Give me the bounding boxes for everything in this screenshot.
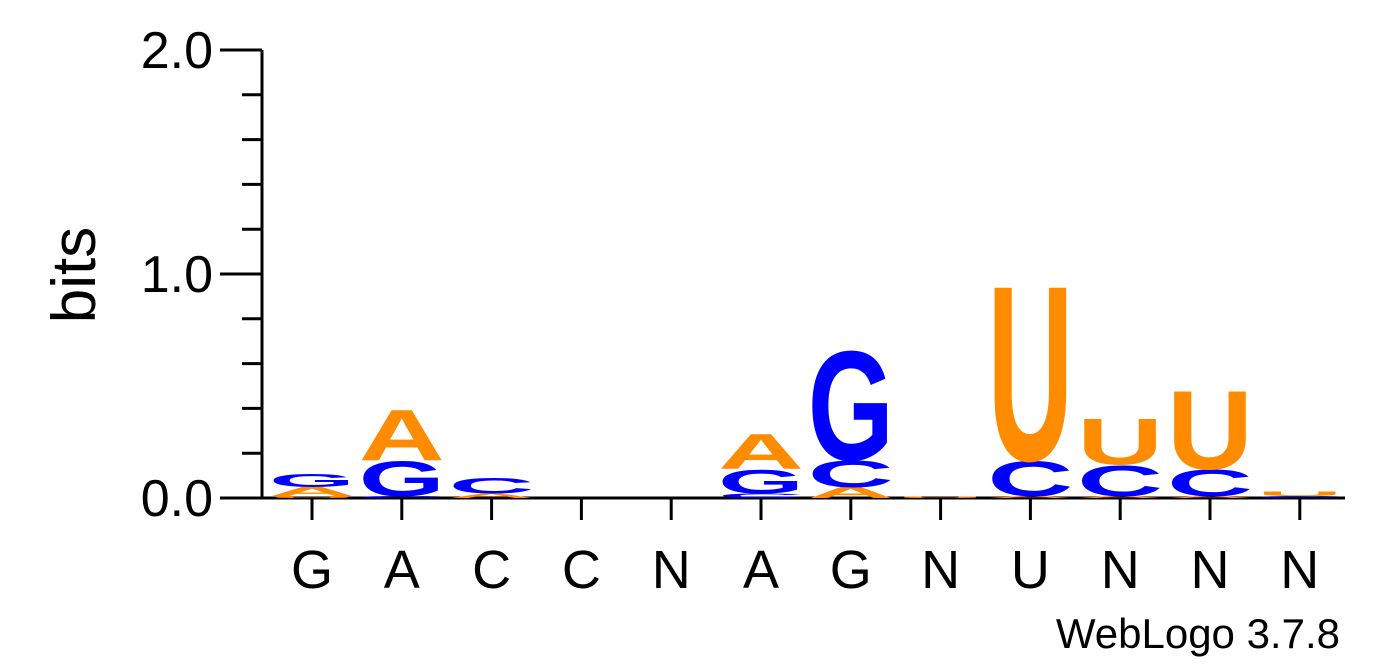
logo-letter: G	[359, 451, 445, 507]
x-tick-label: U	[1011, 540, 1050, 600]
logo-letter: A	[449, 493, 544, 500]
x-tick-label: A	[384, 540, 420, 600]
logo-letter: C	[718, 493, 813, 500]
y-tick-label: 1.0	[141, 246, 213, 304]
y-tick-label: 0.0	[141, 470, 213, 528]
logo-letter: G	[269, 470, 355, 491]
logo-letter: U	[269, 495, 384, 499]
logo-letter: G	[718, 464, 804, 502]
logo-letter: A	[808, 485, 894, 502]
logo-letter: A	[1167, 495, 1282, 499]
x-tick-label: G	[291, 540, 333, 600]
logo-letter: U	[898, 497, 1051, 499]
logo-letter: C	[1257, 495, 1372, 499]
logo-letter: C	[1167, 462, 1253, 504]
logo-letter: C	[449, 474, 536, 499]
credit: WebLogo 3.7.8	[1056, 610, 1340, 657]
logo-letter: U	[1167, 367, 1253, 493]
logo-letter: C	[987, 451, 1073, 507]
logo-letter: A	[1077, 495, 1192, 499]
logo-letter: C	[1077, 457, 1163, 506]
logo-letter: U	[1257, 491, 1352, 498]
logo-letter: C	[359, 495, 474, 499]
x-tick-label: N	[1101, 540, 1140, 600]
x-tick-label: N	[1280, 540, 1319, 600]
logo-letter: A	[359, 396, 445, 476]
y-tick-label: 2.0	[141, 22, 213, 80]
logo-letter: U	[1077, 405, 1163, 478]
x-tick-label: C	[472, 540, 511, 600]
x-tick-label: C	[562, 540, 601, 600]
logo-letter: A	[718, 424, 804, 480]
x-tick-label: N	[652, 540, 691, 600]
logo-letter: G	[808, 319, 894, 494]
x-tick-label: G	[830, 540, 872, 600]
logo-letter: A	[269, 485, 355, 499]
x-tick-label: N	[1191, 540, 1230, 600]
y-axis-label: bits	[40, 227, 109, 323]
x-tick-label: A	[743, 540, 779, 600]
logo-letter: U	[987, 234, 1073, 514]
logo-letter: C	[808, 453, 894, 495]
x-tick-label: N	[921, 540, 960, 600]
logo-letter: A	[987, 495, 1102, 499]
